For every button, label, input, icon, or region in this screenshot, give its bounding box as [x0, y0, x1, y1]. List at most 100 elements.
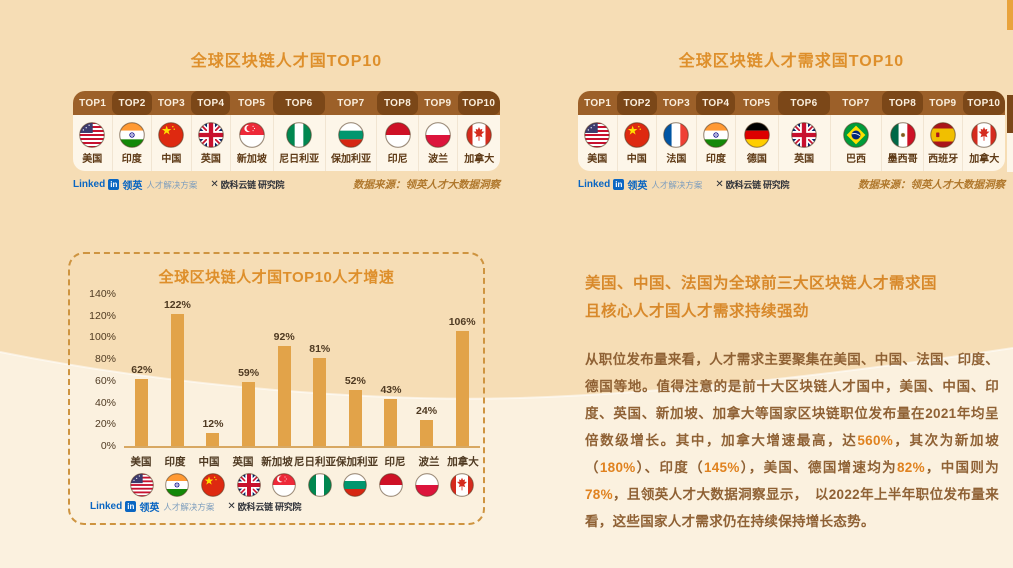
y-tick-0: 0%	[100, 440, 116, 452]
linkedin-in-icon: in	[613, 179, 625, 190]
talent-panel-footer: Linked in 领英 人才解决方案 ✕ 欧科云链 研究院 数据来源：领英人才大数据洞察	[73, 177, 500, 192]
talent-rank-label-4: TOP4	[191, 91, 231, 115]
country-name: 加拿大	[464, 153, 495, 165]
talent-country-cell-sg: 新加坡	[231, 115, 274, 171]
partner-logo: ✕ 欧科云链 研究院	[227, 500, 301, 513]
bar-us	[135, 378, 149, 446]
demand-rank-body: 美国 中国 法国 印度 德国 英国 巴西 墨西哥 西班牙 加拿大	[578, 115, 1005, 171]
linkedin-cn-label: 领英	[139, 503, 160, 514]
panel-demand-title: 全球区块链人才需求国TOP10	[678, 53, 905, 70]
stat-highlight: 78%	[585, 486, 613, 502]
bar-column-pl: 24%	[409, 294, 445, 446]
stat-highlight: 180%	[599, 459, 636, 475]
talent-country-cell-us: 美国	[73, 115, 113, 171]
country-name: 新加坡	[236, 153, 267, 165]
country-name: 德国	[746, 153, 767, 165]
chart-flag-row	[124, 473, 480, 497]
flag-us-icon	[129, 473, 154, 497]
demand-panel-footer: Linked in 领英 人才解决方案 ✕ 欧科云链 研究院 数据来源：领英人才大数据洞察	[578, 177, 1005, 192]
demand-country-cell-us: 美国	[578, 115, 618, 171]
flag-sg-icon	[272, 473, 297, 497]
talent-rank-label-8: TOP8	[376, 91, 419, 115]
partner-name: 欧科云链	[725, 180, 761, 190]
flag-ca-icon	[971, 121, 998, 148]
country-name: 印度	[121, 153, 142, 165]
x-category-label: 英国	[232, 456, 254, 468]
talent-country-cell-ca: 加拿大	[458, 115, 500, 171]
demand-country-cell-cn: 中国	[618, 115, 658, 171]
demand-country-cell-ca: 加拿大	[963, 115, 1005, 171]
country-name: 英国	[794, 153, 815, 165]
flag-pl-icon	[414, 473, 439, 497]
linkedin-wordmark: Linked	[578, 179, 611, 190]
partner-suffix: 研究院	[257, 180, 285, 190]
bar-column-ca: 106%	[444, 294, 480, 446]
bar-value-label: 81%	[309, 343, 331, 356]
x-category-label: 保加利亚	[336, 456, 378, 468]
flag-cn-icon	[158, 121, 185, 148]
paragraph-text: ）、印度（	[635, 459, 704, 475]
demand-rank-header: TOP1 TOP2 TOP3 TOP4 TOP5 TOP6 TOP7 TOP8 TOP9 TOP1…	[578, 91, 1005, 115]
flag-br-icon	[843, 121, 869, 148]
article-paragraph: 从职位发布量来看，人才需求主要聚集在美国、中国、法国、印度、德国等地。值得注意的…	[585, 346, 999, 535]
x-category-label: 美国	[130, 456, 152, 468]
talent-rank-label-7: TOP7	[337, 97, 365, 109]
talent-country-cell-ng: 尼日利亚	[274, 115, 326, 171]
bar-value-label: 52%	[344, 374, 366, 387]
bar-column-cn: 12%	[195, 294, 231, 446]
flag-fr-icon	[663, 121, 690, 148]
partner-name: 欧科云链	[237, 502, 273, 512]
demand-rank-label-1: TOP1	[584, 97, 612, 109]
bar-sg	[277, 346, 291, 446]
demand-country-cell-mx: 墨西哥	[882, 115, 924, 171]
bar-column-in: 122%	[160, 294, 196, 446]
x-flag-cell	[231, 473, 267, 497]
demand-country-cell-br: 巴西	[831, 115, 883, 171]
x-flag-cell	[266, 473, 302, 497]
bar-value-label: 12%	[202, 418, 224, 430]
bar-value-label: 59%	[238, 366, 260, 379]
demand-rank-label-2: TOP2	[617, 91, 657, 115]
page-edge-accent-cream	[1007, 133, 1013, 172]
flag-ca-icon	[466, 121, 493, 148]
flag-us-icon	[584, 121, 611, 148]
flag-gb-icon	[791, 121, 818, 148]
flag-bg-icon	[343, 473, 368, 497]
talent-country-cell-gb: 英国	[192, 115, 232, 171]
flag-id-icon	[379, 473, 403, 497]
x-category-label: 波兰	[418, 456, 440, 468]
country-name: 中国	[161, 153, 182, 165]
partner-logo: ✕ 欧科云链 研究院	[210, 178, 284, 191]
y-tick-140: 140%	[89, 288, 116, 300]
bar-value-label: 122%	[163, 298, 191, 311]
partner-name: 欧科云链	[220, 180, 256, 190]
flag-in-icon	[703, 121, 729, 148]
page-edge-accent-brown	[1007, 95, 1013, 133]
panel-talent-top10: 全球区块链人才国TOP10 TOP1 TOP2 TOP3 TOP4 TOP5 TOP6 TO…	[73, 52, 500, 192]
demand-country-cell-de: 德国	[736, 115, 779, 171]
bar-ng	[313, 358, 327, 446]
linkedin-solutions-label: 人才解决方案	[651, 179, 703, 190]
bar-column-bg: 52%	[338, 294, 374, 446]
panel-demand-top10: 全球区块链人才需求国TOP10 TOP1 TOP2 TOP3 TOP4 TOP5 TOP6…	[578, 52, 1005, 192]
talent-country-cell-in: 印度	[113, 115, 153, 171]
linkedin-wordmark: Linked	[73, 179, 106, 190]
country-name: 西班牙	[928, 153, 959, 165]
paragraph-text: ，中国则为	[924, 459, 999, 475]
linkedin-cn-label: 领英	[122, 181, 143, 192]
demand-rank-label-4: TOP4	[696, 91, 736, 115]
x-category-label: 尼日利亚	[294, 456, 336, 468]
paragraph-text: 从职位发布量来看，人才需求主要聚集在美国、中国、法国、印度、德国等地。值得注意的…	[585, 351, 999, 448]
talent-rank-label-1: TOP1	[79, 97, 107, 109]
flag-ng-icon	[307, 473, 332, 497]
country-name: 尼日利亚	[279, 153, 320, 165]
demand-rank-label-8: TOP8	[881, 91, 924, 115]
country-name: 中国	[626, 153, 647, 165]
country-name: 美国	[82, 153, 103, 165]
country-name: 美国	[587, 153, 608, 165]
linkedin-wordmark: Linked	[90, 501, 123, 512]
article-heading-line2: 且核心人才国人才需求持续强劲	[585, 302, 810, 320]
x-category-label: 中国	[198, 456, 220, 468]
bar-column-sg: 92%	[266, 294, 302, 446]
talent-rank-label-10: TOP10	[457, 91, 500, 115]
